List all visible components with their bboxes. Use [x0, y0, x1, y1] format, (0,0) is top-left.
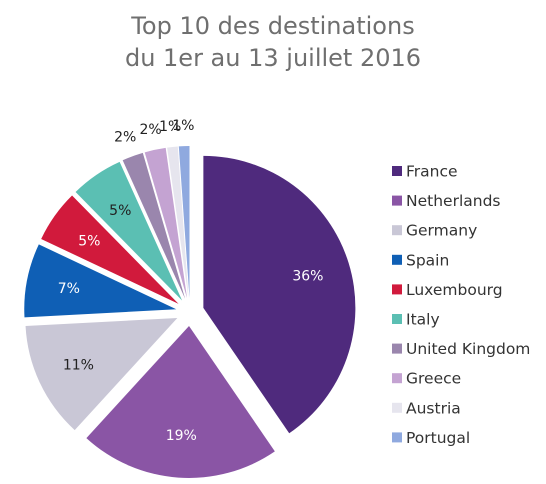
value-label-netherlands: 19%	[166, 428, 197, 444]
value-label-germany: 11%	[63, 358, 94, 374]
value-label-italy: 5%	[109, 203, 131, 219]
pie-slice-united-kingdom	[122, 152, 186, 299]
pie-slice-germany	[25, 317, 178, 431]
legend-item-greece: Greece	[392, 370, 461, 388]
pie-slice-portugal	[178, 146, 190, 299]
value-label-luxembourg: 5%	[78, 234, 100, 250]
value-label-united-kingdom: 2%	[114, 129, 136, 145]
legend: France Netherlands Germany Spain Luxembourg I…	[392, 163, 530, 447]
legend-label-greece: Greece	[406, 370, 461, 388]
legend-swatch-italy	[392, 314, 402, 324]
legend-swatch-spain	[392, 254, 402, 265]
legend-item-france: France	[392, 163, 458, 181]
chart-title-line-2: du 1er au 13 juillet 2016	[125, 44, 421, 72]
value-label-austria: 1%	[159, 119, 181, 135]
legend-label-germany: Germany	[406, 222, 477, 240]
legend-item-united-kingdom: United Kingdom	[392, 340, 530, 358]
legend-item-germany: Germany	[392, 222, 477, 240]
pie-slice-france	[203, 155, 356, 434]
chart-title: Top 10 des destinations du 1er au 13 jui…	[125, 12, 421, 72]
legend-swatch-austria	[392, 402, 402, 413]
pie-slice-austria	[167, 146, 189, 299]
pie-slice-spain	[24, 244, 177, 318]
legend-swatch-portugal	[392, 432, 402, 443]
legend-swatch-netherlands	[392, 195, 402, 206]
legend-swatch-germany	[392, 225, 402, 236]
value-label-greece: 2%	[140, 122, 162, 138]
legend-label-netherlands: Netherlands	[406, 192, 500, 210]
legend-label-united-kingdom: United Kingdom	[406, 340, 530, 358]
pie-value-labels: 36%19%11%7%5%5%2% 2%1%1%	[58, 118, 324, 444]
pie-slice-netherlands	[86, 325, 275, 478]
value-label-france: 36%	[292, 269, 323, 285]
pie-slice-luxembourg	[41, 195, 179, 304]
value-label-spain: 7%	[58, 281, 80, 297]
legend-swatch-luxembourg	[392, 284, 402, 295]
legend-swatch-greece	[392, 373, 402, 384]
legend-swatch-united-kingdom	[392, 343, 402, 354]
value-label-portugal: 1%	[172, 118, 194, 134]
legend-label-italy: Italy	[406, 311, 440, 329]
legend-item-luxembourg: Luxembourg	[392, 281, 503, 299]
legend-label-luxembourg: Luxembourg	[406, 281, 503, 299]
pie-slice-greece	[144, 147, 188, 299]
legend-label-france: France	[406, 163, 458, 181]
legend-label-austria: Austria	[406, 399, 461, 417]
legend-item-austria: Austria	[392, 399, 461, 417]
legend-item-portugal: Portugal	[392, 429, 470, 447]
legend-item-netherlands: Netherlands	[392, 192, 500, 210]
legend-item-spain: Spain	[392, 251, 449, 269]
legend-label-portugal: Portugal	[406, 429, 470, 447]
legend-item-italy: Italy	[392, 311, 440, 329]
chart-title-line-1: Top 10 des destinations	[130, 12, 414, 40]
pie-slices	[24, 146, 356, 478]
legend-label-spain: Spain	[406, 251, 449, 269]
pie-slice-italy	[75, 161, 183, 301]
legend-swatch-france	[392, 166, 402, 176]
